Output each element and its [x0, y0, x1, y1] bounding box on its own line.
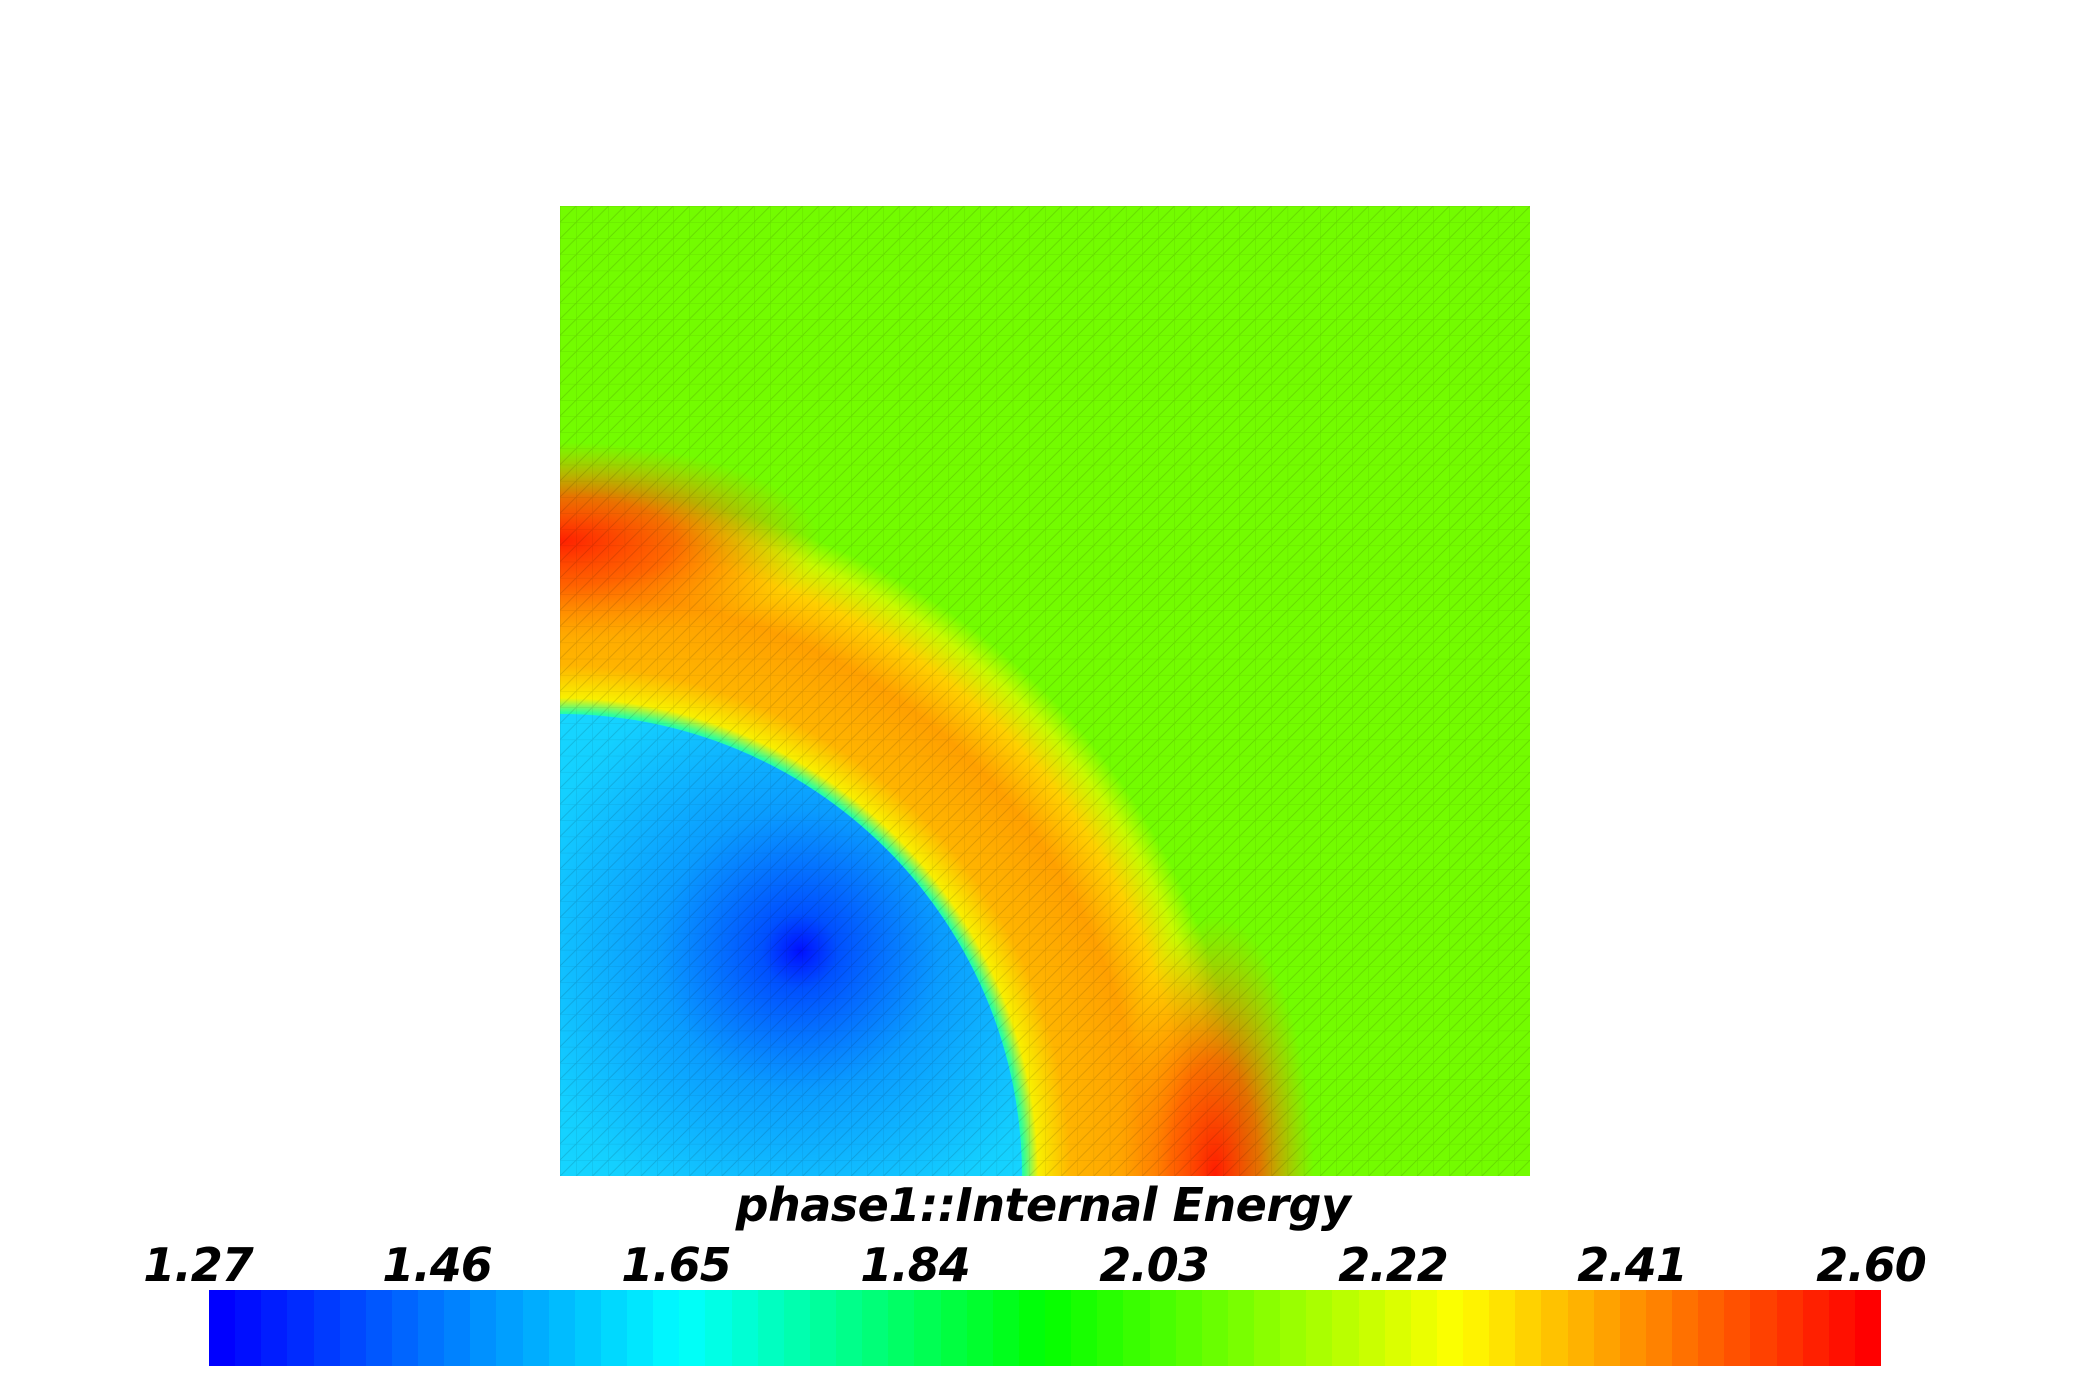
legend-tick-label: 1.46	[382, 1238, 492, 1292]
colorbar-segment	[783, 1290, 810, 1366]
colorbar-segment	[574, 1290, 601, 1366]
colorbar-segment	[1802, 1290, 1829, 1366]
colorbar-segment	[1672, 1290, 1699, 1366]
colorbar-segment	[1828, 1290, 1855, 1366]
colorbar-segment	[1645, 1290, 1672, 1366]
colorbar-segment	[966, 1290, 993, 1366]
colorbar-segment	[1567, 1290, 1594, 1366]
colorbar-segment	[1436, 1290, 1463, 1366]
colorbar-segment	[992, 1290, 1019, 1366]
legend-tick-label: 1.84	[860, 1238, 970, 1292]
colorbar-segment	[391, 1290, 418, 1366]
colorbar-segment	[1854, 1290, 1881, 1366]
legend-tick-label: 1.27	[143, 1238, 253, 1292]
colorbar-segment	[1593, 1290, 1620, 1366]
colorbar-segment	[600, 1290, 627, 1366]
colorbar-segment	[1045, 1290, 1072, 1366]
colorbar-segment	[1280, 1290, 1307, 1366]
colorbar-segment	[1149, 1290, 1176, 1366]
colorbar-segment	[1306, 1290, 1333, 1366]
color-legend-bar	[209, 1290, 1881, 1366]
colorbar-segment	[1724, 1290, 1751, 1366]
colorbar-segment	[679, 1290, 706, 1366]
colorbar-segment	[548, 1290, 575, 1366]
colorbar-segment	[914, 1290, 941, 1366]
colorbar-segment	[365, 1290, 392, 1366]
colorbar-segment	[1410, 1290, 1437, 1366]
colorbar-segment	[261, 1290, 288, 1366]
colorbar-segment	[1071, 1290, 1098, 1366]
legend-tick-label: 1.65	[621, 1238, 731, 1292]
colorbar-segment	[1776, 1290, 1803, 1366]
colorbar-segment	[1515, 1290, 1542, 1366]
colorbar-segment	[1227, 1290, 1254, 1366]
colorbar-segment	[496, 1290, 523, 1366]
colorbar-segment	[1175, 1290, 1202, 1366]
colorbar-segment	[1018, 1290, 1045, 1366]
field-plot[interactable]	[560, 206, 1530, 1176]
legend-tick-label: 2.22	[1338, 1238, 1448, 1292]
colorbar-segment	[287, 1290, 314, 1366]
colorbar-segment	[653, 1290, 680, 1366]
colorbar-segment	[1463, 1290, 1490, 1366]
mesh-overlay	[560, 206, 1530, 1176]
colorbar-segment	[1332, 1290, 1359, 1366]
legend-title: phase1::Internal Energy	[735, 1178, 1351, 1232]
legend-tick-label: 2.03	[1099, 1238, 1209, 1292]
colorbar-segment	[209, 1290, 236, 1366]
colorbar-segment	[940, 1290, 967, 1366]
colorbar-segment	[705, 1290, 732, 1366]
colorbar-segment	[627, 1290, 654, 1366]
legend-tick-label: 2.60	[1816, 1238, 1926, 1292]
colorbar-segment	[836, 1290, 863, 1366]
colorbar-segment	[862, 1290, 889, 1366]
colorbar-segment	[1698, 1290, 1725, 1366]
colorbar-segment	[809, 1290, 836, 1366]
colorbar-segment	[470, 1290, 497, 1366]
colorbar-segment	[888, 1290, 915, 1366]
colorbar-segment	[339, 1290, 366, 1366]
colorbar-segment	[1541, 1290, 1568, 1366]
colorbar-segment	[1750, 1290, 1777, 1366]
colorbar-segment	[757, 1290, 784, 1366]
colorbar-segment	[444, 1290, 471, 1366]
colorbar-segment	[1358, 1290, 1385, 1366]
colorbar-segment	[1619, 1290, 1646, 1366]
colorbar-segment	[1489, 1290, 1516, 1366]
legend-tick-label: 2.41	[1577, 1238, 1687, 1292]
colorbar-segment	[1384, 1290, 1411, 1366]
colorbar-segment	[731, 1290, 758, 1366]
colorbar-segment	[313, 1290, 340, 1366]
colorbar-segment	[1201, 1290, 1228, 1366]
colorbar-segment	[1097, 1290, 1124, 1366]
colorbar-segment	[235, 1290, 262, 1366]
colorbar-segment	[418, 1290, 445, 1366]
colorbar-segment	[1123, 1290, 1150, 1366]
colorbar-segment	[1254, 1290, 1281, 1366]
field-svg	[560, 206, 1530, 1176]
colorbar-segment	[522, 1290, 549, 1366]
